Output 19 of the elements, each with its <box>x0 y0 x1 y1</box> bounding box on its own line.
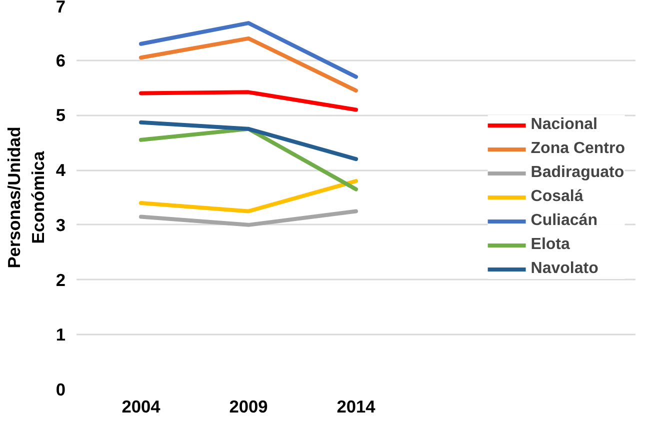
y-tick-label: 4 <box>56 160 66 180</box>
legend-label: Elota <box>530 236 570 254</box>
legend-label: Navolato <box>530 260 598 278</box>
legend-label: Nacional <box>530 116 598 134</box>
y-tick-label: 1 <box>56 324 66 345</box>
legend-label: Cosalá <box>530 188 584 206</box>
x-tick-label: 2004 <box>122 396 161 416</box>
y-tick-label: 3 <box>56 214 66 235</box>
y-axis-title: Personas/Unidad Económica <box>4 126 48 268</box>
legend-label: Zona Centro <box>530 140 625 158</box>
y-tick-label: 7 <box>56 0 66 16</box>
y-tick-label: 0 <box>56 380 66 400</box>
legend-label: Culiacán <box>530 212 598 230</box>
x-tick-label: 2014 <box>336 396 376 416</box>
legend-label: Badiraguato <box>530 164 624 182</box>
y-tick-label: 5 <box>56 105 66 126</box>
y-tick-label: 2 <box>56 270 66 290</box>
x-tick-label: 2009 <box>229 396 268 416</box>
y-tick-label: 6 <box>56 50 66 70</box>
